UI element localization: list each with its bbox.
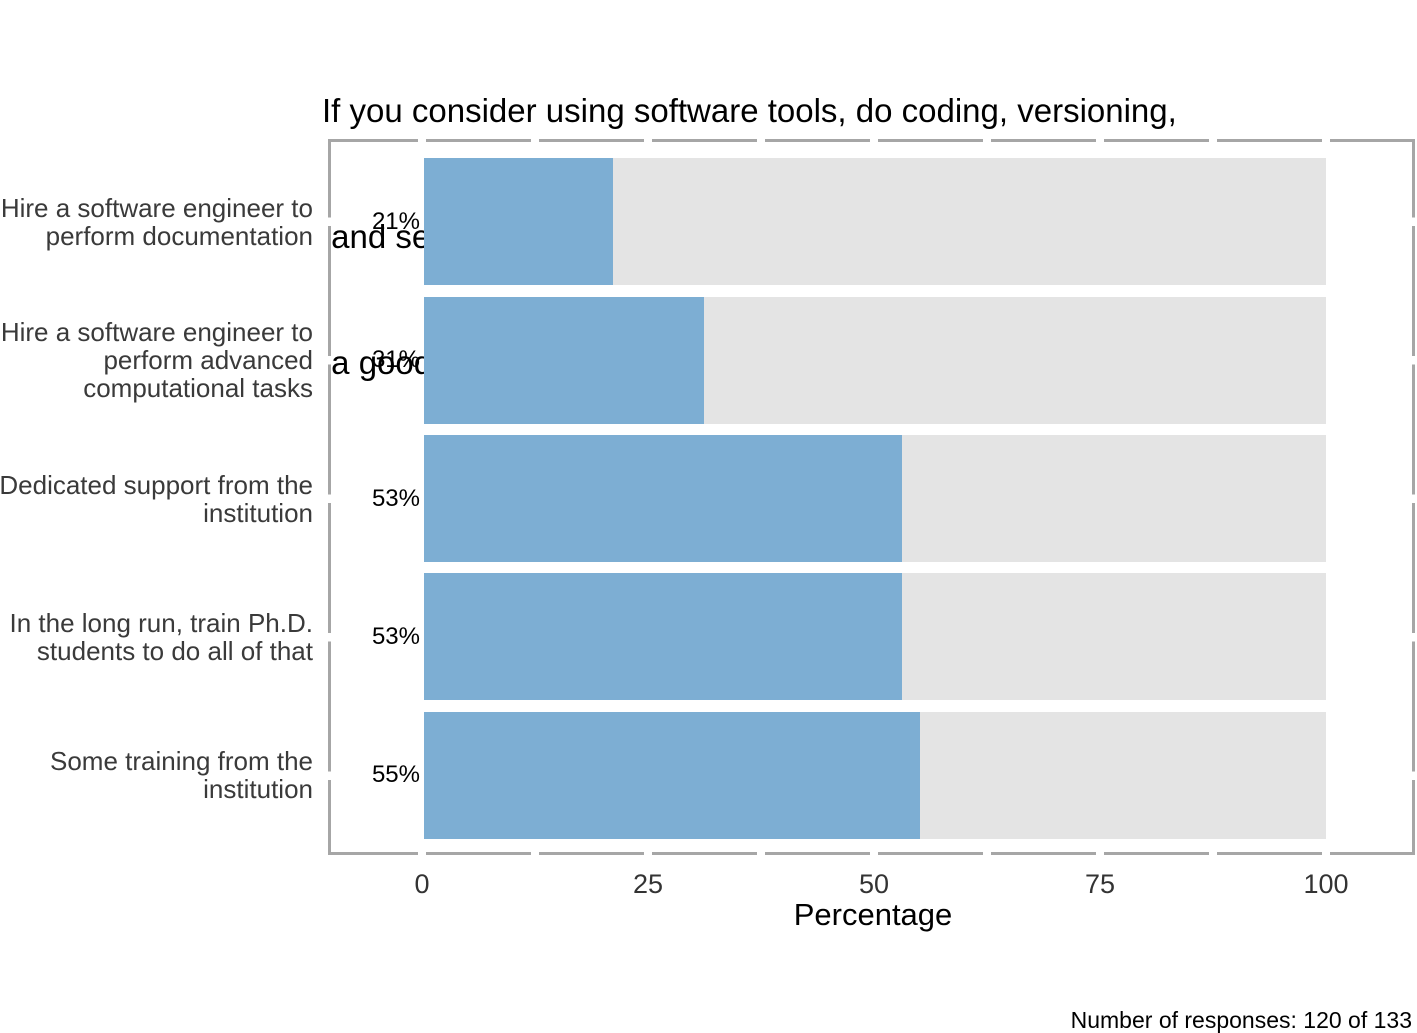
value-label-1: 31% [371,346,420,373]
x-axis-title: Percentage [793,897,953,932]
category-label-4-line-1: institution [203,774,313,804]
footer-line-responses: Number of responses: 120 of 133 [1070,1007,1412,1033]
x-tick-25: 25 [632,869,664,899]
bar-track-0 [424,158,1326,285]
category-label-2: Dedicated support from the institution [0,471,313,527]
x-tick-100: 100 [1303,869,1349,899]
chart-title-line-1: If you consider using software tools, do… [322,92,1177,129]
value-label-2: 53% [371,485,420,512]
category-label-3-line-1: students to do all of that [36,636,313,666]
category-label-1-line-0: Hire a software engineer to [0,317,313,347]
value-label-4: 55% [371,761,420,788]
bar-track-4 [424,712,1326,839]
value-label-0: 21% [371,208,420,235]
category-label-1-line-2: computational tasks [83,373,313,403]
bar-track-1 [424,297,1326,424]
category-label-2-line-1: institution [203,498,313,528]
bar-fill-3 [424,573,902,700]
category-label-4-line-0: Some training from the [49,746,313,776]
bar-fill-0 [424,158,613,285]
footer-caption: Number of responses: 120 of 133 Filtered… [788,948,1412,1033]
panel-border-bottom [328,852,1415,855]
panel-border-right [1412,139,1415,855]
category-label-4: Some training from the institution [0,747,313,803]
category-label-3: In the long run, train Ph.D. students to… [0,609,313,665]
category-label-0-line-1: perform documentation [45,221,313,251]
bar-track-2 [424,435,1326,562]
panel-border-left [328,139,331,855]
bar-fill-2 [424,435,902,562]
x-tick-75: 75 [1084,869,1116,899]
category-label-1-line-1: perform advanced [103,345,313,375]
bar-track-3 [424,573,1326,700]
x-tick-50: 50 [858,869,890,899]
category-label-0-line-0: Hire a software engineer to [0,193,313,223]
bar-fill-4 [424,712,920,839]
x-tick-0: 0 [414,869,430,899]
category-label-1: Hire a software engineer to perform adva… [0,318,313,402]
category-label-2-line-0: Dedicated support from the [0,470,313,500]
value-label-3: 53% [371,623,420,650]
category-label-0: Hire a software engineer to perform docu… [0,194,313,250]
category-label-3-line-0: In the long run, train Ph.D. [9,608,313,638]
panel-border-top [328,139,1415,142]
bar-fill-1 [424,297,704,424]
